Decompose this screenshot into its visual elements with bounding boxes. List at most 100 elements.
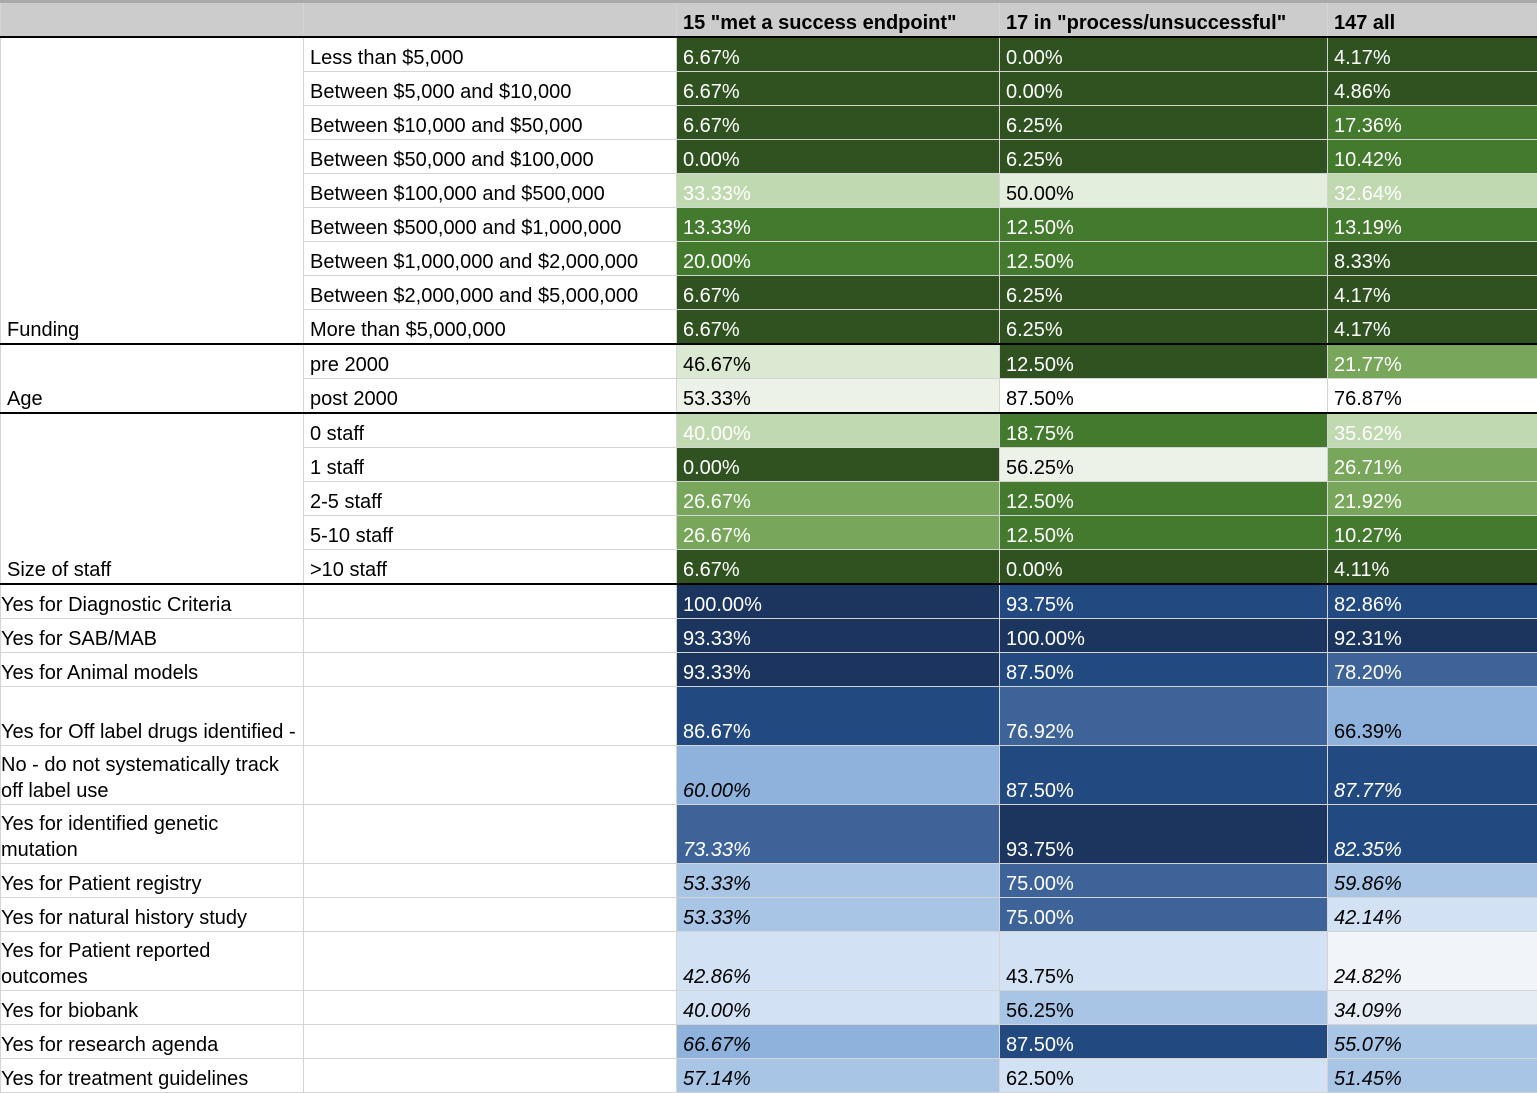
value-cell[interactable]: 0.00% — [677, 448, 1000, 482]
value-cell[interactable]: 0.00% — [1000, 37, 1328, 72]
value-cell[interactable]: 6.25% — [1000, 140, 1328, 174]
row-label[interactable]: 5-10 staff — [304, 516, 677, 550]
value-cell[interactable]: 6.25% — [1000, 106, 1328, 140]
value-cell[interactable]: 20.00% — [677, 242, 1000, 276]
value-cell[interactable]: 56.25% — [1000, 991, 1328, 1025]
row-label[interactable]: post 2000 — [304, 379, 677, 414]
row-label[interactable]: Between $50,000 and $100,000 — [304, 140, 677, 174]
value-cell[interactable]: 82.86% — [1328, 584, 1537, 619]
value-cell[interactable]: 8.33% — [1328, 242, 1537, 276]
row-label[interactable]: >10 staff — [304, 550, 677, 585]
value-cell[interactable]: 93.33% — [677, 653, 1000, 687]
value-cell[interactable]: 26.67% — [677, 482, 1000, 516]
row-label[interactable]: Between $2,000,000 and $5,000,000 — [304, 276, 677, 310]
empty-cell[interactable] — [304, 932, 677, 991]
row-label[interactable]: Between $10,000 and $50,000 — [304, 106, 677, 140]
value-cell[interactable]: 42.14% — [1328, 898, 1537, 932]
value-cell[interactable]: 18.75% — [1000, 413, 1328, 448]
value-cell[interactable]: 92.31% — [1328, 619, 1537, 653]
empty-cell[interactable] — [304, 1059, 677, 1093]
value-cell[interactable]: 93.75% — [1000, 584, 1328, 619]
row-label[interactable]: More than $5,000,000 — [304, 310, 677, 345]
value-cell[interactable]: 26.67% — [677, 516, 1000, 550]
row-label[interactable]: Less than $5,000 — [304, 37, 677, 72]
value-cell[interactable]: 33.33% — [677, 174, 1000, 208]
value-cell[interactable]: 12.50% — [1000, 242, 1328, 276]
value-cell[interactable]: 50.00% — [1000, 174, 1328, 208]
row-label[interactable]: Yes for SAB/MAB — [1, 619, 304, 653]
value-cell[interactable]: 93.33% — [677, 619, 1000, 653]
value-cell[interactable]: 17.36% — [1328, 106, 1537, 140]
row-label[interactable]: Between $5,000 and $10,000 — [304, 72, 677, 106]
row-label[interactable]: No - do not systematically track off lab… — [1, 746, 304, 805]
row-label[interactable]: Yes for Patient registry — [1, 864, 304, 898]
value-cell[interactable]: 6.67% — [677, 72, 1000, 106]
header-cell-blank-1[interactable] — [1, 2, 304, 38]
row-label[interactable]: Yes for Patient reported outcomes — [1, 932, 304, 991]
value-cell[interactable]: 100.00% — [677, 584, 1000, 619]
row-label[interactable]: 1 staff — [304, 448, 677, 482]
empty-cell[interactable] — [304, 1025, 677, 1059]
value-cell[interactable]: 0.00% — [1000, 72, 1328, 106]
row-label[interactable]: Yes for biobank — [1, 991, 304, 1025]
value-cell[interactable]: 55.07% — [1328, 1025, 1537, 1059]
value-cell[interactable]: 6.67% — [677, 37, 1000, 72]
value-cell[interactable]: 12.50% — [1000, 516, 1328, 550]
value-cell[interactable]: 4.17% — [1328, 276, 1537, 310]
value-cell[interactable]: 46.67% — [677, 344, 1000, 379]
value-cell[interactable]: 57.14% — [677, 1059, 1000, 1093]
empty-cell[interactable] — [304, 619, 677, 653]
group-label-staff[interactable]: Size of staff — [1, 413, 304, 584]
group-label-funding[interactable]: Funding — [1, 37, 304, 344]
value-cell[interactable]: 87.77% — [1328, 746, 1537, 805]
value-cell[interactable]: 35.62% — [1328, 413, 1537, 448]
row-label[interactable]: Yes for treatment guidelines — [1, 1059, 304, 1093]
value-cell[interactable]: 43.75% — [1000, 932, 1328, 991]
value-cell[interactable]: 53.33% — [677, 379, 1000, 414]
value-cell[interactable]: 0.00% — [1000, 550, 1328, 585]
row-label[interactable]: Between $500,000 and $1,000,000 — [304, 208, 677, 242]
value-cell[interactable]: 13.19% — [1328, 208, 1537, 242]
value-cell[interactable]: 40.00% — [677, 991, 1000, 1025]
header-cell-blank-2[interactable] — [304, 2, 677, 38]
value-cell[interactable]: 78.20% — [1328, 653, 1537, 687]
value-cell[interactable]: 66.67% — [677, 1025, 1000, 1059]
value-cell[interactable]: 0.00% — [677, 140, 1000, 174]
empty-cell[interactable] — [304, 805, 677, 864]
value-cell[interactable]: 75.00% — [1000, 864, 1328, 898]
value-cell[interactable]: 75.00% — [1000, 898, 1328, 932]
row-label[interactable]: Yes for identified genetic mutation — [1, 805, 304, 864]
empty-cell[interactable] — [304, 653, 677, 687]
value-cell[interactable]: 62.50% — [1000, 1059, 1328, 1093]
value-cell[interactable]: 6.25% — [1000, 276, 1328, 310]
value-cell[interactable]: 12.50% — [1000, 482, 1328, 516]
value-cell[interactable]: 4.17% — [1328, 37, 1537, 72]
value-cell[interactable]: 6.67% — [677, 550, 1000, 585]
row-label[interactable]: Yes for natural history study — [1, 898, 304, 932]
value-cell[interactable]: 93.75% — [1000, 805, 1328, 864]
value-cell[interactable]: 26.71% — [1328, 448, 1537, 482]
empty-cell[interactable] — [304, 991, 677, 1025]
empty-cell[interactable] — [304, 898, 677, 932]
value-cell[interactable]: 51.45% — [1328, 1059, 1537, 1093]
empty-cell[interactable] — [304, 746, 677, 805]
value-cell[interactable]: 66.39% — [1328, 687, 1537, 746]
value-cell[interactable]: 10.27% — [1328, 516, 1537, 550]
value-cell[interactable]: 6.67% — [677, 310, 1000, 345]
value-cell[interactable]: 13.33% — [677, 208, 1000, 242]
value-cell[interactable]: 6.67% — [677, 276, 1000, 310]
header-cell-success[interactable]: 15 "met a success endpoint" — [677, 2, 1000, 38]
value-cell[interactable]: 42.86% — [677, 932, 1000, 991]
empty-cell[interactable] — [304, 864, 677, 898]
row-label[interactable]: 2-5 staff — [304, 482, 677, 516]
value-cell[interactable]: 87.50% — [1000, 746, 1328, 805]
row-label[interactable]: Yes for Animal models — [1, 653, 304, 687]
value-cell[interactable]: 76.87% — [1328, 379, 1537, 414]
value-cell[interactable]: 4.11% — [1328, 550, 1537, 585]
header-cell-all[interactable]: 147 all — [1328, 2, 1537, 38]
row-label[interactable]: Yes for Diagnostic Criteria — [1, 584, 304, 619]
empty-cell[interactable] — [304, 584, 677, 619]
value-cell[interactable]: 87.50% — [1000, 1025, 1328, 1059]
value-cell[interactable]: 6.67% — [677, 106, 1000, 140]
